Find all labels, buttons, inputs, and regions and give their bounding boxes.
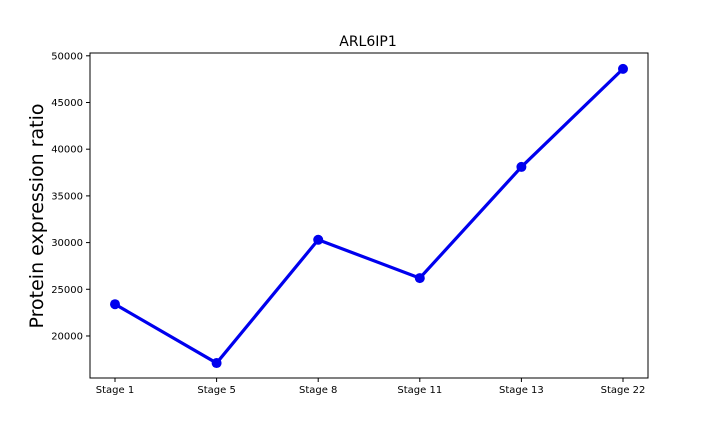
y-axis-label: Protein expression ratio: [26, 104, 48, 329]
x-tick-label: Stage 22: [601, 385, 646, 396]
y-tick-label: 45000: [51, 98, 83, 109]
data-point: [414, 273, 425, 284]
y-tick-label: 30000: [51, 238, 83, 249]
data-point: [516, 161, 527, 172]
y-tick-label: 40000: [51, 145, 83, 156]
y-tick-label: 50000: [51, 51, 83, 62]
data-point: [211, 358, 222, 369]
chart-title: ARL6IP1: [339, 34, 397, 50]
series-line: [114, 67, 625, 365]
x-tick-label: Stage 8: [299, 385, 337, 396]
y-tick-label: 35000: [51, 191, 83, 202]
data-point: [313, 234, 324, 245]
data-point: [110, 299, 120, 310]
y-tick-label: 20000: [51, 331, 83, 342]
x-tick-label: Stage 5: [197, 385, 235, 396]
x-tick-label: Stage 11: [397, 385, 442, 396]
plot-frame: [89, 52, 649, 379]
y-tick-label: 25000: [51, 285, 83, 296]
data-point: [618, 63, 628, 74]
x-tick-label: Stage 1: [96, 385, 134, 396]
plot-area: 20000 25000 30000 35000 40000 45000 50000 Stage…: [51, 51, 649, 396]
x-tick-label: Stage 13: [499, 385, 544, 396]
